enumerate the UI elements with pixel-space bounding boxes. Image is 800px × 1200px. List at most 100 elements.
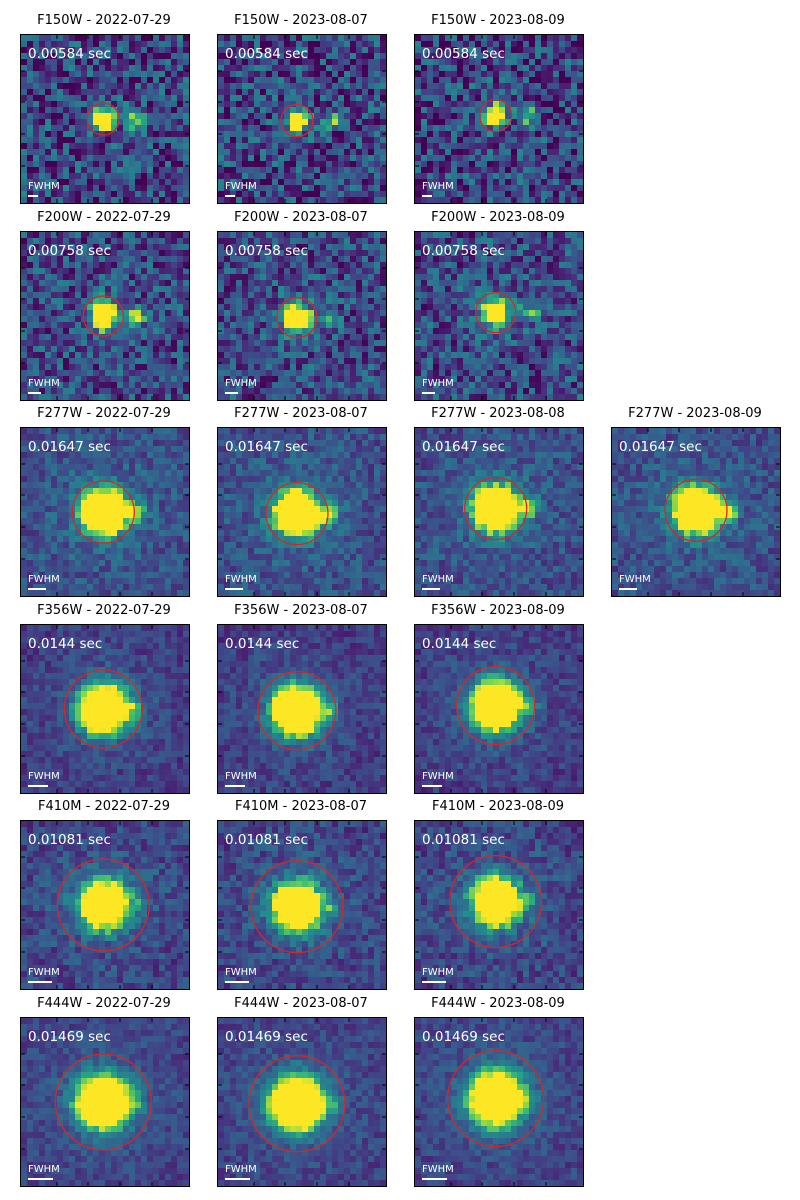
pixel-image [21,821,189,989]
axis-ticks [415,624,583,793]
exposure-time-label: 0.01469 sec [422,1028,505,1045]
fwhm-scale-bar [422,588,440,590]
fwhm-label: FWHM [619,574,651,585]
aperture-circle [86,102,120,136]
image-cutout: 0.01647 sec FWHM [611,427,781,597]
pixel-image [21,1017,189,1186]
axis-ticks [415,231,583,400]
exposure-time-label: 0.00584 sec [28,46,111,62]
exposure-time-label: 0.00584 sec [225,46,308,62]
fwhm-label: FWHM [28,181,60,192]
aperture-circle [56,858,150,952]
pixel-image [612,428,780,596]
pixel-image [21,35,189,203]
exposure-time-label: 0.00758 sec [225,242,308,259]
pixel-image [415,624,583,793]
fwhm-scale-bar [28,588,46,590]
axis-ticks [415,35,583,203]
image-cutout: 0.00758 sec FWHM [20,230,190,401]
exposure-time-label: 0.0144 sec [422,635,497,652]
panel-title: F444W - 2023-08-09 [431,995,565,1011]
panel-title: F356W - 2023-08-09 [431,602,565,618]
axis-ticks [612,428,780,596]
image-cutout: 0.01081 sec FWHM [20,820,190,990]
pixel-image [21,231,189,400]
fwhm-scale-bar [422,1177,447,1180]
panel-title: F356W - 2023-08-07 [234,602,368,618]
fwhm-scale-bar [28,1177,53,1180]
exposure-time-label: 0.00758 sec [28,242,111,259]
panel-title: F356W - 2022-07-29 [37,602,171,618]
axis-ticks [21,624,189,793]
aperture-circle [63,668,143,749]
aperture-circle [455,665,536,745]
aperture-circle [276,296,318,338]
panel-title: F200W - 2022-07-29 [37,209,171,225]
fwhm-scale-bar [422,195,432,197]
exposure-time-label: 0.01469 sec [28,1028,111,1045]
aperture-circle [474,291,517,333]
panel-title: F150W - 2023-08-09 [431,13,565,28]
panel-title: F444W - 2023-08-07 [234,995,368,1011]
image-cutout: 0.00584 sec FWHM [217,34,387,204]
image-cutout: 0.01081 sec FWHM [217,820,387,990]
fwhm-scale-bar [225,1177,250,1180]
exposure-time-label: 0.01081 sec [225,832,308,848]
panel-title: F410M - 2023-08-07 [234,799,367,814]
pixel-image [21,428,189,596]
pixel-image [415,821,583,989]
image-cutout: 0.01647 sec FWHM [20,427,190,597]
pixel-image [415,231,583,400]
fwhm-scale-bar [225,588,243,590]
fwhm-scale-bar [225,391,238,394]
exposure-time-label: 0.0144 sec [28,635,103,652]
pixel-image [415,1017,583,1186]
axis-ticks [218,821,386,989]
image-cutout: 0.01081 sec FWHM [414,820,584,990]
panel-title: F277W - 2022-07-29 [37,406,171,421]
fwhm-scale-bar [619,588,637,590]
aperture-circle [54,1052,152,1151]
pixel-image [218,231,386,400]
axis-ticks [21,35,189,203]
exposure-time-label: 0.01081 sec [422,832,505,848]
aperture-circle [463,476,528,541]
fwhm-scale-bar [225,784,245,787]
axis-ticks [21,821,189,989]
aperture-circle [664,478,728,542]
fwhm-label: FWHM [28,770,60,782]
pixel-image [218,428,386,596]
fwhm-scale-bar [422,981,446,983]
aperture-circle [280,104,314,138]
image-cutout: 0.00584 sec FWHM [20,34,190,204]
fwhm-label: FWHM [225,770,257,782]
fwhm-label: FWHM [225,377,257,389]
fwhm-scale-bar [225,195,235,197]
panel-title: F277W - 2023-08-09 [628,406,762,421]
aperture-circle [71,480,135,544]
panel-title: F277W - 2023-08-07 [234,406,368,421]
image-cutout: 0.00758 sec FWHM [217,230,387,401]
image-cutout: 0.01469 sec FWHM [414,1016,584,1187]
fwhm-label: FWHM [422,181,454,192]
panel-title: F200W - 2023-08-09 [431,209,565,225]
axis-ticks [218,428,386,596]
aperture-circle [265,482,329,546]
axis-ticks [415,1017,583,1186]
axis-ticks [21,1017,189,1186]
image-cutout: 0.01647 sec FWHM [414,427,584,597]
axis-ticks [218,35,386,203]
fwhm-label: FWHM [422,770,454,782]
exposure-time-label: 0.01647 sec [28,439,111,455]
panel-title: F200W - 2023-08-07 [234,209,368,225]
image-cutout: 0.0144 sec FWHM [414,623,584,794]
aperture-circle [248,1054,346,1152]
fwhm-scale-bar [28,981,52,983]
exposure-time-label: 0.00758 sec [422,242,505,259]
fwhm-label: FWHM [28,574,60,585]
fwhm-label: FWHM [225,181,257,192]
panel-title: F277W - 2023-08-08 [431,406,565,421]
image-cutout: 0.01647 sec FWHM [217,427,387,597]
fwhm-label: FWHM [422,1163,454,1175]
fwhm-scale-bar [422,391,435,394]
